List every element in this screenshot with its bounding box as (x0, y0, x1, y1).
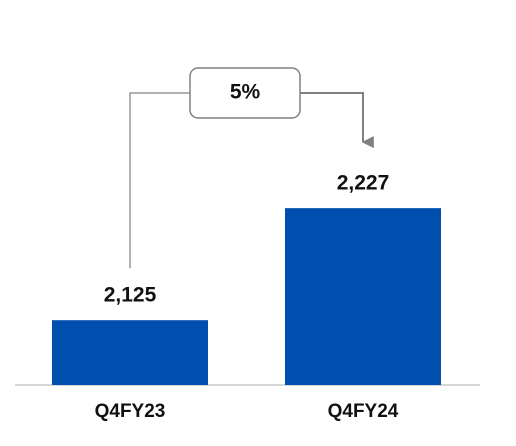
annotation-text: 5% (230, 81, 261, 104)
data-label: 2,125 (104, 284, 157, 307)
bar (285, 208, 441, 385)
bar (52, 320, 208, 385)
data-label: 2,227 (337, 172, 390, 195)
connector-arrow (300, 92, 374, 149)
x-tick-label: Q4FY23 (95, 401, 166, 422)
x-tick-label: Q4FY24 (328, 401, 399, 422)
connector-line (129, 92, 190, 269)
annotation-box (189, 67, 301, 119)
